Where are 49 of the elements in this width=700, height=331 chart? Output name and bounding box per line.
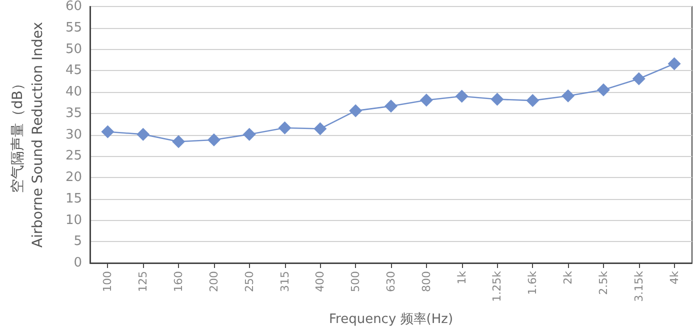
point: [101, 125, 114, 138]
x-tick-label: 2.5k: [596, 270, 610, 295]
y-tick-label: 50: [65, 42, 82, 57]
x-tick-label: 100: [101, 271, 114, 292]
x-tick-label: 400: [314, 271, 327, 292]
point: [490, 92, 504, 106]
x-tick-label: 500: [349, 271, 362, 292]
point: [562, 89, 575, 102]
point: [526, 94, 540, 108]
point: [207, 133, 220, 146]
point: [172, 135, 186, 148]
point: [420, 94, 433, 107]
x-tick-label: 1k: [455, 270, 468, 284]
point: [596, 83, 610, 96]
point: [384, 100, 398, 113]
x-tick-label: 800: [420, 271, 433, 292]
x-tick-label: 125: [136, 271, 150, 292]
point: [668, 57, 681, 70]
point: [278, 121, 292, 134]
point: [136, 128, 150, 141]
point: [455, 90, 468, 103]
y-tick-label: 10: [65, 212, 82, 228]
x-tick-label: 200: [207, 271, 220, 292]
point: [349, 104, 362, 118]
x-tick-label: 1.25k: [490, 270, 504, 302]
y-tick-label: 15: [65, 191, 82, 206]
x-tick-label: 3.15k: [632, 270, 646, 302]
x-tick-label: 250: [242, 271, 256, 292]
y-tick-label: 35: [65, 106, 82, 121]
point: [632, 72, 646, 86]
y-tick-label: 5: [74, 234, 82, 250]
x-axis-title: Frequency 频率(Hz): [328, 311, 454, 327]
x-tick-label: 1.6k: [526, 270, 540, 295]
x-tick-label: 4k: [668, 270, 681, 284]
y-axis-title: 空气隔声量（dB） Airborne Sound Reduction Index: [10, 22, 46, 248]
y-tick-label: 20: [65, 170, 82, 185]
y-tick-label: 0: [74, 256, 82, 270]
x-tick-label: 630: [384, 271, 398, 292]
point: [314, 122, 327, 136]
point: [242, 128, 256, 141]
y-tick-label: 55: [65, 20, 82, 36]
y-tick-label: 45: [65, 63, 82, 78]
x-tick-label: 315: [278, 271, 292, 292]
y-tick-label: 30: [65, 127, 82, 142]
y-tick-label: 40: [65, 84, 82, 100]
y-tick-label: 25: [65, 148, 82, 164]
x-tick-label: 160: [172, 271, 186, 292]
y-tick-label: 60: [65, 0, 82, 14]
x-tick-label: 2k: [562, 270, 575, 284]
